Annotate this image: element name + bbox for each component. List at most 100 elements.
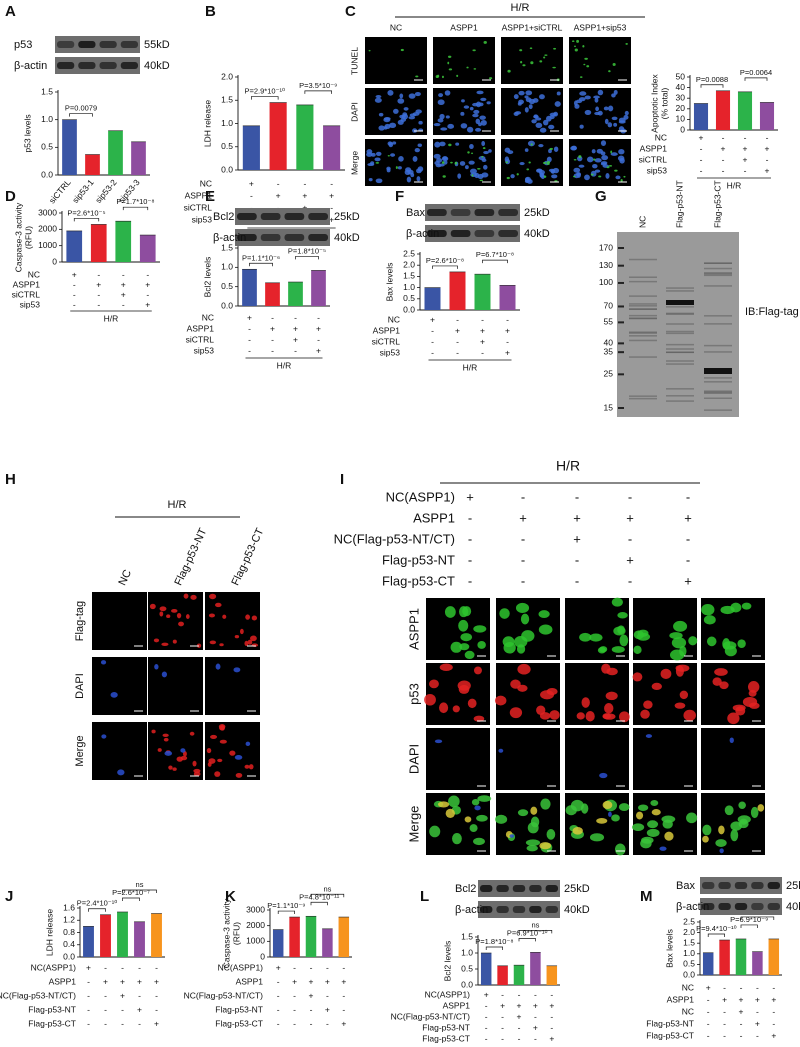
y-tick-label: 50 xyxy=(676,71,686,81)
treatment-mark: - xyxy=(722,132,725,142)
treatment-mark: + xyxy=(292,976,297,986)
cell xyxy=(579,76,583,78)
treatment-label: NC xyxy=(200,178,212,188)
treatment-mark: - xyxy=(521,573,525,588)
cell xyxy=(553,47,557,50)
cell xyxy=(176,612,182,619)
p-value: P=6.7*10⁻⁸ xyxy=(476,250,514,259)
ladder-band xyxy=(618,407,624,409)
bar xyxy=(131,141,146,175)
cell xyxy=(475,118,481,125)
y-tick-label: 1.0 xyxy=(683,948,695,958)
cell xyxy=(440,127,448,131)
cell xyxy=(483,164,488,170)
cell xyxy=(250,635,257,642)
gel-band xyxy=(629,395,657,397)
treatment-mark: - xyxy=(521,489,525,504)
cell xyxy=(433,153,441,159)
micrograph xyxy=(633,598,697,660)
blot-band xyxy=(427,230,447,237)
cell xyxy=(539,842,552,850)
cell xyxy=(546,829,556,840)
cell xyxy=(473,837,485,846)
gel-band xyxy=(704,267,732,270)
treatment-mark: - xyxy=(518,1033,521,1043)
blot-band xyxy=(498,230,518,237)
cell xyxy=(619,634,629,647)
cell xyxy=(540,690,555,700)
cell xyxy=(406,176,412,183)
treatment-mark: - xyxy=(456,347,459,357)
cell xyxy=(730,602,742,613)
blot-band xyxy=(512,906,526,913)
bar xyxy=(474,274,491,310)
cell xyxy=(466,126,474,133)
treatment-label: Flag-p53-NT xyxy=(382,552,455,567)
cell xyxy=(546,163,550,165)
blot-band xyxy=(308,213,328,220)
treatment-mark: - xyxy=(521,552,525,567)
cell xyxy=(233,667,241,673)
blot-size: 40kD xyxy=(564,904,590,916)
treatment-mark: - xyxy=(317,312,320,322)
treatment-mark: - xyxy=(310,1004,313,1014)
cell xyxy=(441,161,445,164)
cell xyxy=(510,174,515,179)
cell xyxy=(414,147,420,153)
treatment-mark: - xyxy=(277,178,280,188)
row-label: Flag-tag xyxy=(74,601,86,641)
cell xyxy=(573,159,577,161)
cell xyxy=(519,161,525,166)
gel-band xyxy=(704,368,732,374)
treatment-mark: - xyxy=(481,314,484,324)
blot-band xyxy=(480,885,493,892)
cell xyxy=(370,152,376,157)
cell xyxy=(476,90,484,95)
y-axis-label: Caspase-3 activity xyxy=(221,898,231,968)
panel-letter: A xyxy=(5,3,16,20)
cell xyxy=(429,679,439,689)
cell xyxy=(480,119,487,126)
significance-bracket xyxy=(310,893,345,898)
cell xyxy=(729,737,734,744)
y-tick-label: 1.0 xyxy=(461,947,473,957)
treatment-mark: - xyxy=(73,299,76,309)
cell xyxy=(208,758,216,764)
cell xyxy=(458,619,469,632)
treatment-mark: - xyxy=(326,990,329,1000)
cell xyxy=(623,175,626,178)
cell xyxy=(245,614,251,620)
treatment-mark: + xyxy=(302,190,307,200)
micrograph xyxy=(633,728,697,790)
significance-bracket xyxy=(295,256,319,260)
cell xyxy=(387,154,390,157)
p-value: P=1.7*10⁻⁸ xyxy=(116,197,154,206)
cell xyxy=(437,74,440,78)
cell xyxy=(618,803,630,812)
blot-band xyxy=(57,62,75,69)
treatment-mark: + xyxy=(706,982,711,992)
cell xyxy=(375,95,382,99)
gel-band xyxy=(666,332,694,335)
cell xyxy=(742,696,758,707)
cell xyxy=(506,176,510,180)
cell xyxy=(556,91,561,96)
bar xyxy=(480,953,492,985)
p-value: P=1.1*10⁻⁹ xyxy=(267,901,305,910)
cell xyxy=(471,798,480,806)
cell xyxy=(574,48,578,52)
cell xyxy=(553,146,559,152)
cell xyxy=(117,769,125,776)
blot-band xyxy=(427,209,447,216)
significance-bracket xyxy=(249,262,273,267)
p-value: P=2.6*10⁻⁵ xyxy=(67,208,105,217)
cell xyxy=(517,102,522,106)
cell xyxy=(543,119,549,126)
cell xyxy=(192,760,197,767)
cell xyxy=(488,149,492,153)
treatment-label: Flag-p53-NT xyxy=(215,1004,263,1014)
treatment-mark: + xyxy=(249,178,254,188)
cell xyxy=(552,167,560,174)
y-tick-label: 2000 xyxy=(246,920,265,930)
bar xyxy=(108,130,123,175)
